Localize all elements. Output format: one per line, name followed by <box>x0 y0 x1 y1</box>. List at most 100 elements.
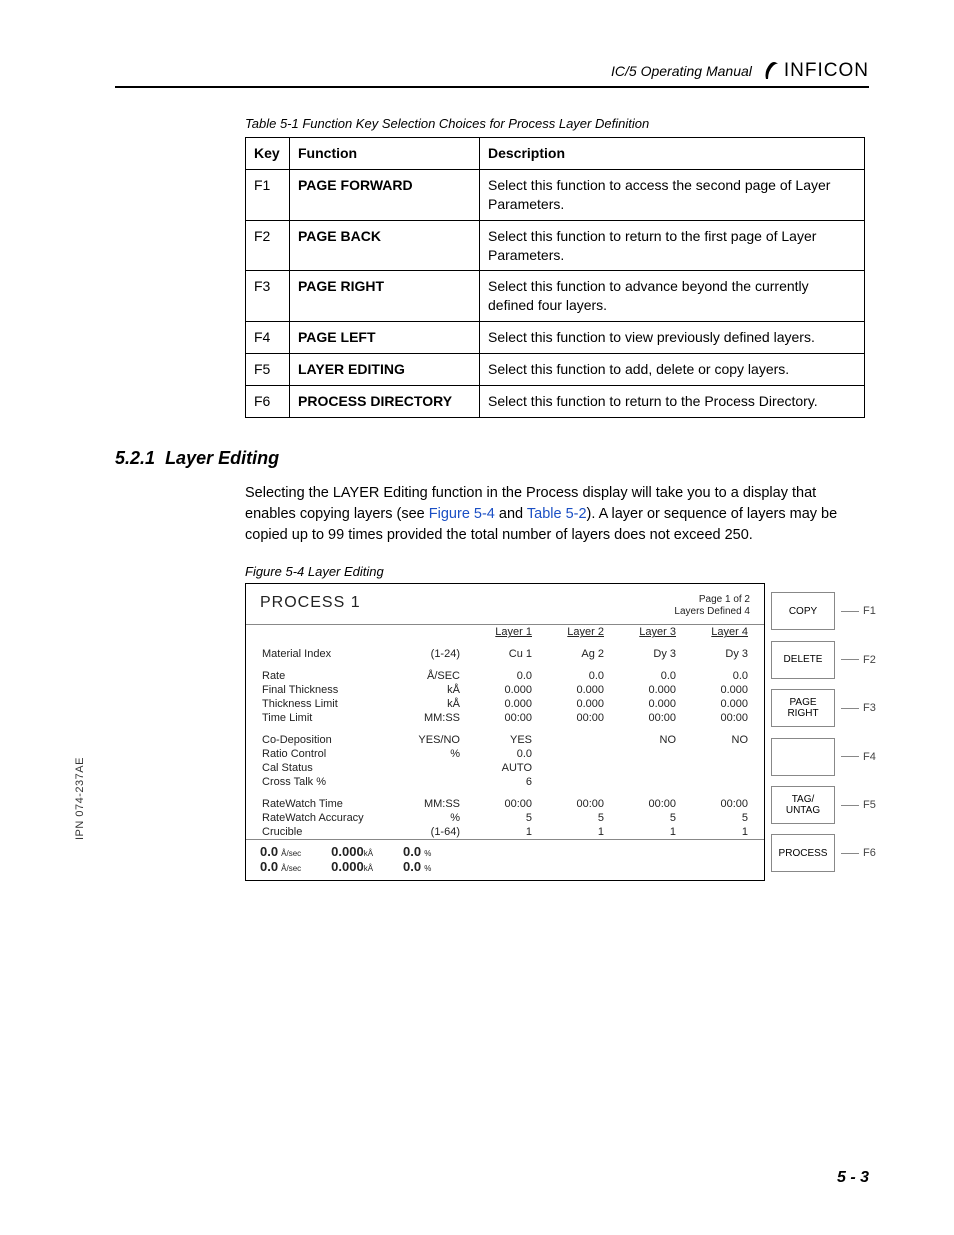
inficon-icon <box>762 61 780 81</box>
cell <box>606 747 678 761</box>
cell <box>678 747 750 761</box>
softkey-f2[interactable]: DELETE <box>771 641 835 679</box>
cell: 0.000 <box>534 697 606 711</box>
footer-a2: 0.0 <box>260 859 278 874</box>
cell-description: Select this function to add, delete or c… <box>480 354 865 386</box>
cell-key: F3 <box>246 271 290 322</box>
table-caption: Table 5-1 Function Key Selection Choices… <box>245 116 869 131</box>
cell: 00:00 <box>606 797 678 811</box>
footer-a2u: Å/sec <box>281 864 301 873</box>
softkey-row: COPY F1 <box>765 591 876 631</box>
row-label: RateWatch Accuracy <box>260 811 400 825</box>
figure-layer-editing: PROCESS 1 Page 1 of 2 Layers Defined 4 L… <box>245 583 869 881</box>
figure-caption: Figure 5-4 Layer Editing <box>245 564 869 579</box>
softkey-f5[interactable]: TAG/UNTAG <box>771 786 835 824</box>
cell-key: F4 <box>246 322 290 354</box>
softkey-connector <box>841 853 859 854</box>
cell: 0.000 <box>534 683 606 697</box>
row-unit: MM:SS <box>400 797 462 811</box>
table-row: F5LAYER EDITINGSelect this function to a… <box>246 354 865 386</box>
col-header-1: Layer 2 <box>534 625 606 639</box>
cell <box>678 775 750 789</box>
cell <box>678 761 750 775</box>
row-unit: (1-64) <box>400 825 462 839</box>
softkey-row: PROCESSF6 <box>765 833 876 873</box>
softkey-row: F4 <box>765 737 876 777</box>
row-unit <box>400 775 462 789</box>
row-label: Co-Deposition <box>260 733 400 747</box>
row-label: Rate <box>260 669 400 683</box>
manual-title: IC/5 Operating Manual <box>611 63 752 79</box>
row-unit: YES/NO <box>400 733 462 747</box>
cell: 5 <box>606 811 678 825</box>
xref-table[interactable]: Table 5-2 <box>527 506 587 522</box>
cell: NO <box>606 733 678 747</box>
blank <box>260 625 400 639</box>
th-key: Key <box>246 138 290 170</box>
row-unit: kÅ <box>400 683 462 697</box>
footer-b1u: kÅ <box>364 849 373 858</box>
row-label: Thickness Limit <box>260 697 400 711</box>
cell: 0.000 <box>606 683 678 697</box>
footer-a1: 0.0 <box>260 844 278 859</box>
row-label: Time Limit <box>260 711 400 725</box>
cell: AUTO <box>462 761 534 775</box>
softkey-connector <box>841 611 859 612</box>
cell <box>534 775 606 789</box>
cell: Dy 3 <box>606 647 678 661</box>
footer-c1u: % <box>424 849 431 858</box>
th-description: Description <box>480 138 865 170</box>
cell: 1 <box>462 825 534 839</box>
cell: 0.0 <box>462 747 534 761</box>
cell-description: Select this function to return to the fi… <box>480 220 865 271</box>
softkey-label: F5 <box>863 799 876 811</box>
cell: 0.000 <box>678 697 750 711</box>
section-heading: 5.2.1 Layer Editing <box>115 448 869 469</box>
function-key-table: Key Function Description F1PAGE FORWARDS… <box>245 137 865 418</box>
row-unit: MM:SS <box>400 711 462 725</box>
cell: 5 <box>678 811 750 825</box>
cell: 00:00 <box>462 711 534 725</box>
cell: 00:00 <box>678 797 750 811</box>
cell-description: Select this function to view previously … <box>480 322 865 354</box>
xref-figure[interactable]: Figure 5-4 <box>429 506 495 522</box>
spacer <box>260 725 750 733</box>
softkey-f1[interactable]: COPY <box>771 592 835 630</box>
softkey-label: F2 <box>863 654 876 666</box>
brand-text: INFICON <box>784 60 869 82</box>
brand-logo: INFICON <box>762 60 869 82</box>
section-title: Layer Editing <box>165 448 279 468</box>
section-number: 5.2.1 <box>115 448 155 468</box>
row-label: Ratio Control <box>260 747 400 761</box>
cell-description: Select this function to advance beyond t… <box>480 271 865 322</box>
cell-description: Select this function to return to the Pr… <box>480 386 865 418</box>
softkey-f4[interactable] <box>771 738 835 776</box>
softkey-label: F3 <box>863 702 876 714</box>
row-unit: % <box>400 811 462 825</box>
spacer <box>260 639 750 647</box>
cell: 0.0 <box>462 669 534 683</box>
page-number: 5 - 3 <box>837 1169 869 1187</box>
row-label: Material Index <box>260 647 400 661</box>
cell: YES <box>462 733 534 747</box>
cell: Cu 1 <box>462 647 534 661</box>
spacer <box>260 789 750 797</box>
softkey-f6[interactable]: PROCESS <box>771 834 835 872</box>
table-row: F1PAGE FORWARDSelect this function to ac… <box>246 169 865 220</box>
softkey-column: COPY F1 DELETE F2 PAGERIGHT F3 F4 TAG/UNTAG F5 PR… <box>765 583 876 881</box>
cell: NO <box>678 733 750 747</box>
table-row: F6PROCESS DIRECTORYSelect this function … <box>246 386 865 418</box>
row-unit: Å/SEC <box>400 669 462 683</box>
cell-key: F5 <box>246 354 290 386</box>
row-label: Cross Talk % <box>260 775 400 789</box>
cell-function: PAGE RIGHT <box>290 271 480 322</box>
cell-function: PAGE BACK <box>290 220 480 271</box>
section-paragraph: Selecting the LAYER Editing function in … <box>245 483 865 546</box>
softkey-f3[interactable]: PAGERIGHT <box>771 689 835 727</box>
cell: 6 <box>462 775 534 789</box>
cell <box>534 747 606 761</box>
row-unit: % <box>400 747 462 761</box>
cell: 1 <box>534 825 606 839</box>
cell <box>606 761 678 775</box>
softkey-label: F1 <box>863 605 876 617</box>
